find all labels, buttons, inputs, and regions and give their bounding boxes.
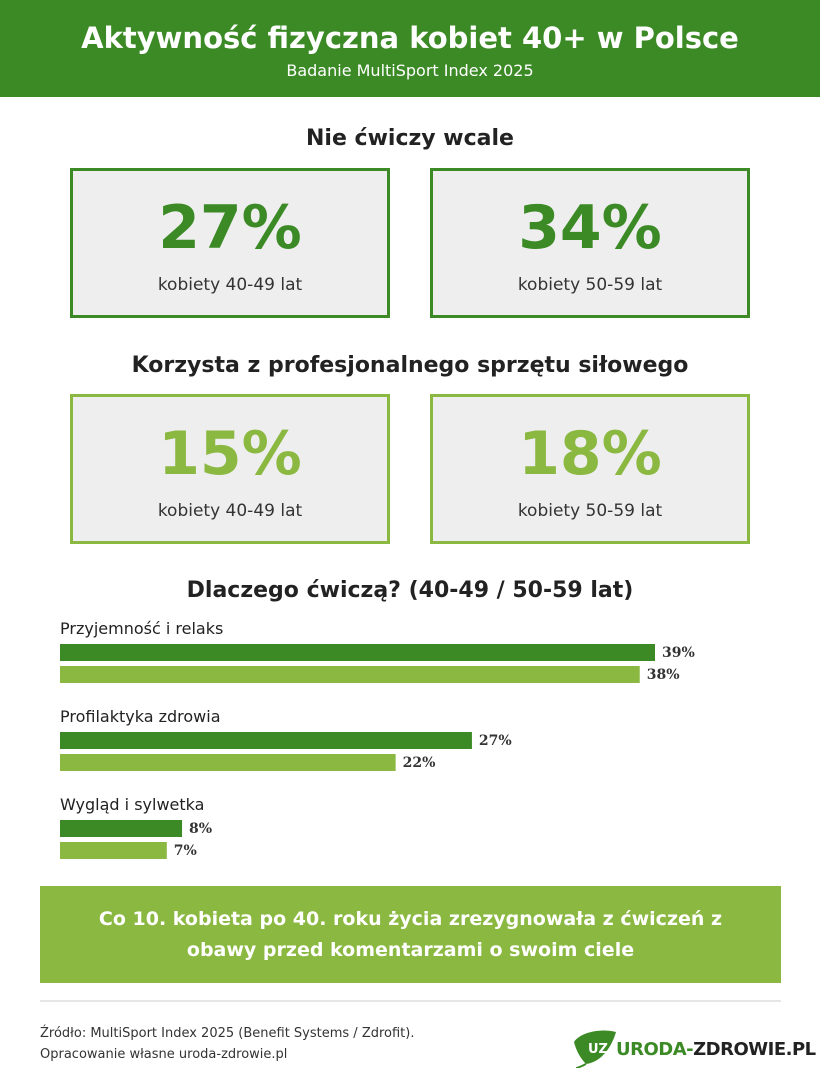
site-logo[interactable]: UZ URODA-ZDROWIE.PL [572,1028,816,1068]
reasons-bar-chart: Przyjemność i relaks 39% 38% Profilaktyka z… [0,600,820,870]
bar-value-label: 8% [189,821,212,837]
banner-text: Co 10. kobieta po 40. roku życia zrezygn… [98,907,723,961]
leaf-logo-icon [574,1030,616,1068]
stat-box-no-exercise-50-59: 34% kobiety 50-59 lat [430,168,750,318]
stat-box-equipment-40-49: 15% kobiety 40-49 lat [70,394,390,544]
bar-value-label: 22% [403,755,436,771]
category-label: Profilaktyka zdrowia [60,707,221,726]
bar-value-label: 27% [479,733,512,749]
logo-wordmark: URODA-ZDROWIE.PL [616,1038,816,1062]
bar-chart-svg: Przyjemność i relaks 39% 38% Profilaktyka z… [60,619,695,859]
stat-value: 15% [158,419,302,489]
bar [60,666,640,683]
page-subtitle: Badanie MultiSport Index 2025 [286,61,534,80]
bar [60,842,167,859]
footer-source: Źródło: MultiSport Index 2025 (Benefit S… [40,1026,415,1041]
category-label: Przyjemność i relaks [60,619,223,638]
stat-label: kobiety 40-49 lat [157,501,303,521]
logo-wordmark-part1: URODA- [616,1039,694,1060]
chart-title: Dlaczego ćwiczą? (40-49 / 50-59 lat) [186,578,634,603]
bar [60,732,472,749]
category-label: Wygląd i sylwetka [60,795,204,814]
section-heading-strength-equipment: Korzysta z profesjonalnego sprzętu siłow… [131,353,689,378]
logo-wordmark-part2: ZDROWIE.PL [693,1039,816,1060]
bar [60,644,655,661]
stat-box-equipment-50-59: 18% kobiety 50-59 lat [430,394,750,544]
bar [60,820,183,837]
stat-label: kobiety 40-49 lat [157,275,303,295]
stat-label: kobiety 50-59 lat [517,501,663,521]
bar [60,754,396,771]
bar-value-label: 7% [174,843,197,859]
logo-mark: UZ [588,1042,608,1057]
page-title: Aktywność fizyczna kobiet 40+ w Polsce [81,21,739,55]
stat-label: kobiety 50-59 lat [517,275,663,295]
footer-credit: Opracowanie własne uroda-zdrowie.pl [40,1047,288,1062]
footer-divider [40,1000,781,1002]
bar-value-label: 38% [647,667,680,683]
highlight-banner: Co 10. kobieta po 40. roku życia zrezygn… [40,886,781,983]
stat-value: 34% [518,193,662,263]
stat-value: 27% [158,193,302,263]
section-heading-no-exercise: Nie ćwiczy wcale [306,126,514,151]
bar-value-label: 39% [662,645,695,661]
stat-box-no-exercise-40-49: 27% kobiety 40-49 lat [70,168,390,318]
header: Aktywność fizyczna kobiet 40+ w Polsce B… [0,0,820,97]
stat-value: 18% [518,419,662,489]
